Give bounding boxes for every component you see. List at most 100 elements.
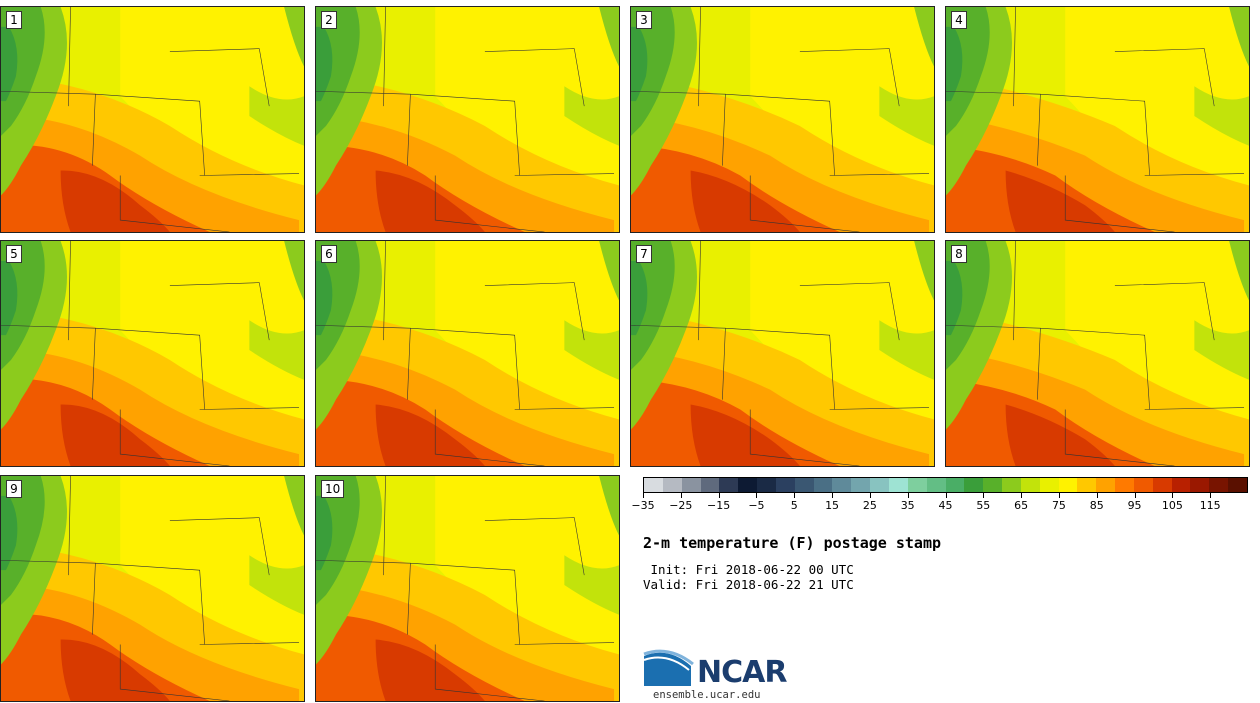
colorbar-swatch — [813, 478, 833, 492]
colorbar-tick-label: 85 — [1089, 499, 1104, 512]
colorbar-tick-label: 5 — [790, 499, 798, 512]
colorbar-tick-label: −15 — [707, 499, 731, 512]
member-number-label: 2 — [321, 11, 337, 29]
colorbar-tick — [945, 493, 947, 498]
colorbar-swatch — [719, 478, 739, 492]
colorbar-swatch — [794, 478, 814, 492]
colorbar-tick — [756, 493, 758, 498]
plot-title: 2-m temperature (F) postage stamp — [643, 534, 942, 552]
colorbar-tick — [1172, 493, 1174, 498]
colorbar-swatch — [662, 478, 682, 492]
colorbar-swatch — [1171, 478, 1191, 492]
colorbar-swatch — [1209, 478, 1229, 492]
colorbar-swatch — [1152, 478, 1172, 492]
member-number-label: 3 — [636, 11, 652, 29]
colorbar-swatch — [945, 478, 965, 492]
postage-stamp-map-3: 3 — [630, 6, 935, 233]
ncar-logo-text: NCAR — [697, 655, 787, 690]
colorbar-swatch — [738, 478, 758, 492]
colorbar-tick-label: 35 — [900, 499, 915, 512]
colorbar-tick — [794, 493, 796, 498]
temperature-field — [316, 241, 619, 466]
colorbar-tick — [983, 493, 985, 498]
colorbar-tick — [718, 493, 720, 498]
colorbar-tick-label: 25 — [862, 499, 877, 512]
colorbar-swatch — [1190, 478, 1210, 492]
colorbar-swatch — [926, 478, 946, 492]
colorbar-swatch — [1115, 478, 1134, 492]
postage-stamp-map-1: 1 — [0, 6, 305, 233]
colorbar-tick-label: −35 — [631, 499, 655, 512]
temperature-field — [946, 7, 1249, 232]
member-number-label: 4 — [951, 11, 967, 29]
temperature-field — [1, 476, 304, 701]
colorbar-swatch — [1096, 478, 1116, 492]
colorbar-tick — [1096, 493, 1098, 498]
temperature-field — [631, 7, 934, 232]
colorbar-swatch — [1228, 478, 1247, 492]
postage-stamp-map-4: 4 — [945, 6, 1250, 233]
colorbar-swatch — [964, 478, 984, 492]
temperature-colorbar — [643, 477, 1248, 493]
colorbar-tick-label: 15 — [825, 499, 840, 512]
colorbar-swatch — [644, 478, 663, 492]
colorbar-tick — [680, 493, 682, 498]
colorbar-tick — [1210, 493, 1212, 498]
temperature-field — [631, 241, 934, 466]
colorbar-swatch — [1039, 478, 1059, 492]
colorbar-tick-label: 75 — [1051, 499, 1066, 512]
colorbar-tick-label: 95 — [1127, 499, 1142, 512]
colorbar-tick — [1021, 493, 1023, 498]
temperature-field — [316, 7, 619, 232]
init-time: Init: Fri 2018-06-22 00 UTC — [643, 562, 854, 577]
website-url: ensemble.ucar.edu — [653, 689, 761, 701]
postage-stamp-map-5: 5 — [0, 240, 305, 467]
postage-stamp-map-7: 7 — [630, 240, 935, 467]
colorbar-ticks: −35 −25 −15 −5 5 15 25 35 45 55 65 75 85 95 105 115 — [631, 493, 1248, 519]
colorbar-swatch — [983, 478, 1003, 492]
colorbar-swatch — [907, 478, 927, 492]
temperature-field — [1, 241, 304, 466]
colorbar-tick — [869, 493, 871, 498]
member-number-label: 1 — [6, 11, 22, 29]
colorbar-swatch — [775, 478, 795, 492]
colorbar-swatch — [1002, 478, 1021, 492]
colorbar-swatch — [832, 478, 852, 492]
member-number-label: 8 — [951, 245, 967, 263]
member-number-label: 7 — [636, 245, 652, 263]
postage-stamp-map-8: 8 — [945, 240, 1250, 467]
colorbar-tick-label: 115 — [1199, 499, 1221, 512]
colorbar-swatch — [1133, 478, 1153, 492]
colorbar-swatch — [1058, 478, 1078, 492]
valid-time: Valid: Fri 2018-06-22 21 UTC — [643, 577, 854, 592]
colorbar-tick-label: 65 — [1014, 499, 1029, 512]
member-number-label: 5 — [6, 245, 22, 263]
colorbar-swatch — [870, 478, 889, 492]
colorbar-swatch — [851, 478, 871, 492]
colorbar-tick — [643, 493, 644, 498]
colorbar-swatch — [1077, 478, 1097, 492]
colorbar-tick-label: −5 — [748, 499, 765, 512]
postage-stamp-map-10: 10 — [315, 475, 620, 702]
colorbar-tick — [832, 493, 834, 498]
colorbar-swatch — [888, 478, 908, 492]
member-number-label: 9 — [6, 480, 22, 498]
colorbar-swatch — [700, 478, 720, 492]
member-number-label: 10 — [321, 480, 345, 498]
temperature-field — [316, 476, 619, 701]
colorbar-tick-label: 105 — [1161, 499, 1183, 512]
colorbar-tick-label: −25 — [669, 499, 693, 512]
ncar-logo-icon — [643, 649, 694, 686]
colorbar-swatch — [757, 478, 776, 492]
colorbar-tick-label: 55 — [976, 499, 991, 512]
postage-stamp-map-9: 9 — [0, 475, 305, 702]
temperature-field — [946, 241, 1249, 466]
postage-stamp-map-2: 2 — [315, 6, 620, 233]
colorbar-swatch — [1020, 478, 1040, 492]
postage-stamp-map-6: 6 — [315, 240, 620, 467]
colorbar-tick — [907, 493, 909, 498]
temperature-field — [1, 7, 304, 232]
colorbar-tick — [1058, 493, 1060, 498]
colorbar-tick — [1134, 493, 1136, 498]
colorbar-tick-label: 45 — [938, 499, 953, 512]
